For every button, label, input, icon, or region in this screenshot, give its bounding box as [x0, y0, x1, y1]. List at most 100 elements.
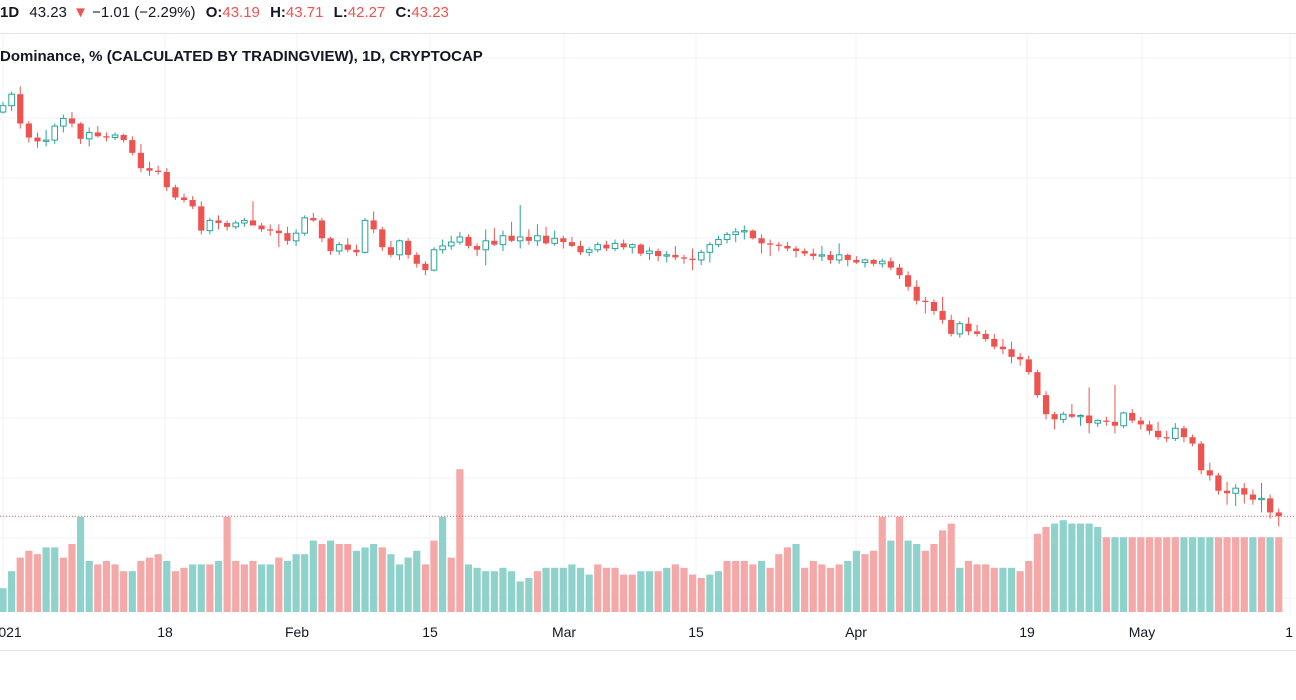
- volume-bar: [301, 554, 309, 612]
- candle-body-down: [189, 200, 196, 207]
- candle-body-up: [232, 222, 240, 228]
- volume-bar: [180, 567, 188, 612]
- candle-body-down: [224, 222, 231, 227]
- candle-body-down: [1137, 420, 1144, 425]
- candlestick-chart[interactable]: [0, 34, 1296, 616]
- volume-bar: [1275, 537, 1283, 612]
- volume-bar: [680, 567, 688, 612]
- candle-body-down: [603, 244, 610, 249]
- volume-bar: [249, 561, 257, 612]
- candle-body-down: [991, 339, 998, 347]
- candle-body-up: [1077, 415, 1084, 418]
- candle-body-down: [922, 300, 929, 303]
- volume-bar: [1223, 537, 1231, 612]
- candle-body-up: [534, 235, 541, 242]
- volume-bar: [1033, 533, 1041, 612]
- down-arrow-icon: ▼: [73, 4, 88, 21]
- volume-bar: [1068, 523, 1076, 612]
- candle-body-down: [913, 286, 920, 301]
- candle-body-down: [930, 302, 938, 311]
- volume-bar: [645, 571, 654, 612]
- volume-bar: [33, 554, 42, 612]
- volume-bar: [395, 564, 404, 612]
- volume-bar: [59, 557, 67, 612]
- volume-bar: [938, 530, 947, 612]
- volume-bar: [697, 578, 705, 612]
- candle-body-down: [948, 319, 955, 334]
- time-axis[interactable]: 021 18 Feb 15 Mar 15 Apr 19 May 1: [0, 616, 1296, 650]
- volume-bar: [206, 564, 214, 612]
- time-axis-labels: 021 18 Feb 15 Mar 15 Apr 19 May 1: [0, 624, 1293, 640]
- volume-bar: [542, 567, 550, 612]
- volume-bar: [870, 550, 878, 612]
- candle-body-down: [370, 220, 377, 230]
- volume-bar: [757, 561, 766, 612]
- candle-body-down: [620, 243, 627, 248]
- candle-body-down: [94, 132, 101, 137]
- candle-body-down: [327, 238, 334, 252]
- volume-bar: [740, 561, 748, 612]
- candle-body-up: [594, 244, 602, 251]
- candle-body-down: [405, 240, 412, 255]
- candle-body-down: [344, 244, 351, 250]
- candle-body-up: [301, 217, 308, 234]
- time-axis-tick-label: 15: [422, 624, 438, 640]
- candle-body-down: [1206, 470, 1213, 476]
- candle-body-down: [844, 254, 851, 260]
- candle-body-up: [1059, 413, 1067, 420]
- high-label: H:: [270, 4, 286, 21]
- volume-bar: [1076, 523, 1085, 612]
- candle-body-down: [655, 251, 662, 257]
- volume-bar: [120, 571, 128, 612]
- volume-bar: [1163, 537, 1171, 612]
- candle-body-up: [818, 254, 826, 257]
- volume-bar: [1007, 567, 1016, 612]
- candle-body-up: [430, 249, 438, 271]
- volume-bar: [292, 554, 300, 612]
- candle-body-up: [741, 230, 748, 233]
- candle-body-up: [60, 117, 67, 127]
- high-value: 43.71: [285, 4, 324, 21]
- candle-body-up: [835, 254, 843, 261]
- volume-bar: [990, 567, 998, 612]
- candle-body-down: [680, 257, 688, 259]
- candle-body-down: [1103, 420, 1110, 422]
- chart-pane[interactable]: [0, 34, 1296, 616]
- volume-bar: [654, 571, 662, 612]
- candle-body-down: [163, 171, 170, 188]
- candle-body-down: [1249, 494, 1256, 500]
- volume-bar: [637, 571, 645, 612]
- candle-body-down: [1025, 359, 1032, 373]
- volume-bar: [1120, 537, 1128, 612]
- volume-bar: [732, 561, 740, 612]
- candle-body-down: [34, 137, 41, 142]
- time-axis-tick-label: 18: [157, 624, 173, 640]
- candle-body-down: [1146, 424, 1153, 431]
- volume-bar: [1240, 537, 1248, 612]
- volume-bar: [1085, 523, 1093, 612]
- volume-bar: [878, 516, 886, 612]
- volume-bar: [154, 554, 162, 612]
- volume-bar: [68, 544, 76, 612]
- candle-body-down: [318, 220, 326, 239]
- candle-body-down: [542, 235, 550, 244]
- candle-body-up: [585, 249, 593, 253]
- candle-body-up: [335, 244, 343, 252]
- candle-body-down: [422, 263, 429, 271]
- time-axis-tick-label: Apr: [845, 624, 867, 640]
- volume-bar: [1137, 537, 1145, 612]
- price-change: −1.01 (−2.29%): [92, 4, 196, 21]
- candle-body-down: [413, 254, 420, 264]
- candle-body-up: [628, 244, 636, 248]
- candle-body-up: [292, 232, 300, 242]
- volume-bar: [921, 550, 929, 612]
- candle-body-down: [1189, 437, 1196, 444]
- volume-bar: [344, 544, 352, 612]
- candle-body-up: [663, 254, 671, 257]
- candle-body-down: [129, 140, 136, 153]
- volume-bar: [973, 564, 981, 612]
- volume-bar: [628, 574, 636, 612]
- volume-bar: [1214, 537, 1223, 612]
- volume-bar: [749, 564, 757, 612]
- candle-body-up: [715, 239, 722, 246]
